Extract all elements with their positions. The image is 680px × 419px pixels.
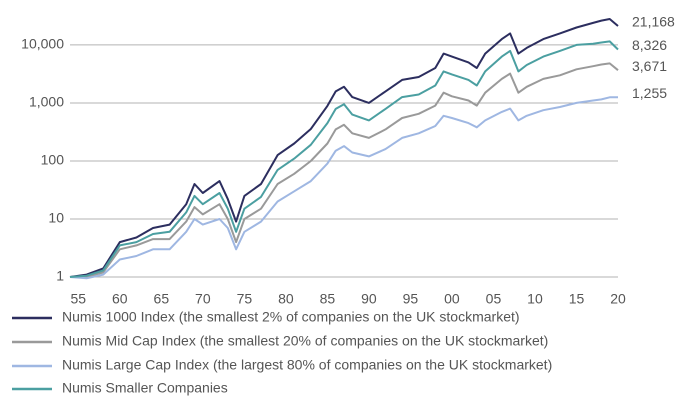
y-tick-label: 100 — [41, 152, 65, 168]
x-tick-label: 65 — [154, 291, 170, 307]
legend-label: Numis Smaller Companies — [62, 380, 228, 396]
legend-label: Numis Large Cap Index (the largest 80% o… — [62, 357, 552, 373]
series-line — [70, 62, 619, 278]
x-tick-label: 70 — [195, 291, 211, 307]
y-tick-label: 10,000 — [21, 36, 64, 52]
x-tick-label: 00 — [444, 291, 460, 307]
x-tick-label: 15 — [569, 291, 585, 307]
x-tick-label: 55 — [71, 291, 87, 307]
x-tick-label: 90 — [361, 291, 377, 307]
series-line — [69, 18, 619, 278]
end-label: 3,671 — [632, 58, 667, 74]
x-tick-label: 20 — [610, 291, 626, 307]
x-tick-label: 95 — [403, 291, 419, 307]
y-tick-label: 10 — [48, 210, 64, 226]
legend-label: Numis Mid Cap Index (the smallest 20% of… — [62, 333, 548, 349]
x-tick-label: 85 — [320, 291, 336, 307]
y-tick-label: 1 — [56, 268, 64, 284]
end-label: 1,255 — [632, 85, 667, 101]
x-tick-label: 60 — [112, 291, 128, 307]
end-label: 8,326 — [632, 37, 667, 53]
series-line — [69, 40, 619, 278]
x-tick-label: 05 — [486, 291, 502, 307]
y-tick-label: 1,000 — [29, 94, 64, 110]
legend-label: Numis 1000 Index (the smallest 2% of com… — [62, 309, 520, 325]
end-label: 21,168 — [632, 14, 675, 30]
x-tick-label: 10 — [527, 291, 543, 307]
x-tick-label: 75 — [237, 291, 253, 307]
x-tick-label: 80 — [278, 291, 294, 307]
series-line — [69, 96, 619, 280]
